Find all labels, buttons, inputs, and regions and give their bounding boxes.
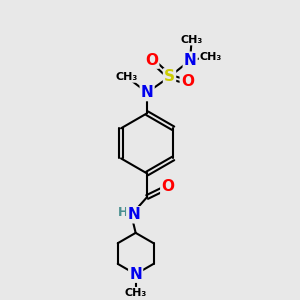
Text: CH₃: CH₃ [200, 52, 222, 62]
Text: N: N [127, 207, 140, 222]
Text: N: N [129, 267, 142, 282]
Text: CH₃: CH₃ [124, 288, 147, 298]
Text: N: N [141, 85, 154, 100]
Text: CH₃: CH₃ [115, 72, 138, 82]
Text: H: H [118, 206, 128, 219]
Text: O: O [145, 53, 158, 68]
Text: O: O [181, 74, 194, 89]
Text: O: O [161, 179, 174, 194]
Text: N: N [184, 53, 197, 68]
Text: CH₃: CH₃ [181, 34, 203, 44]
Text: S: S [164, 69, 175, 84]
